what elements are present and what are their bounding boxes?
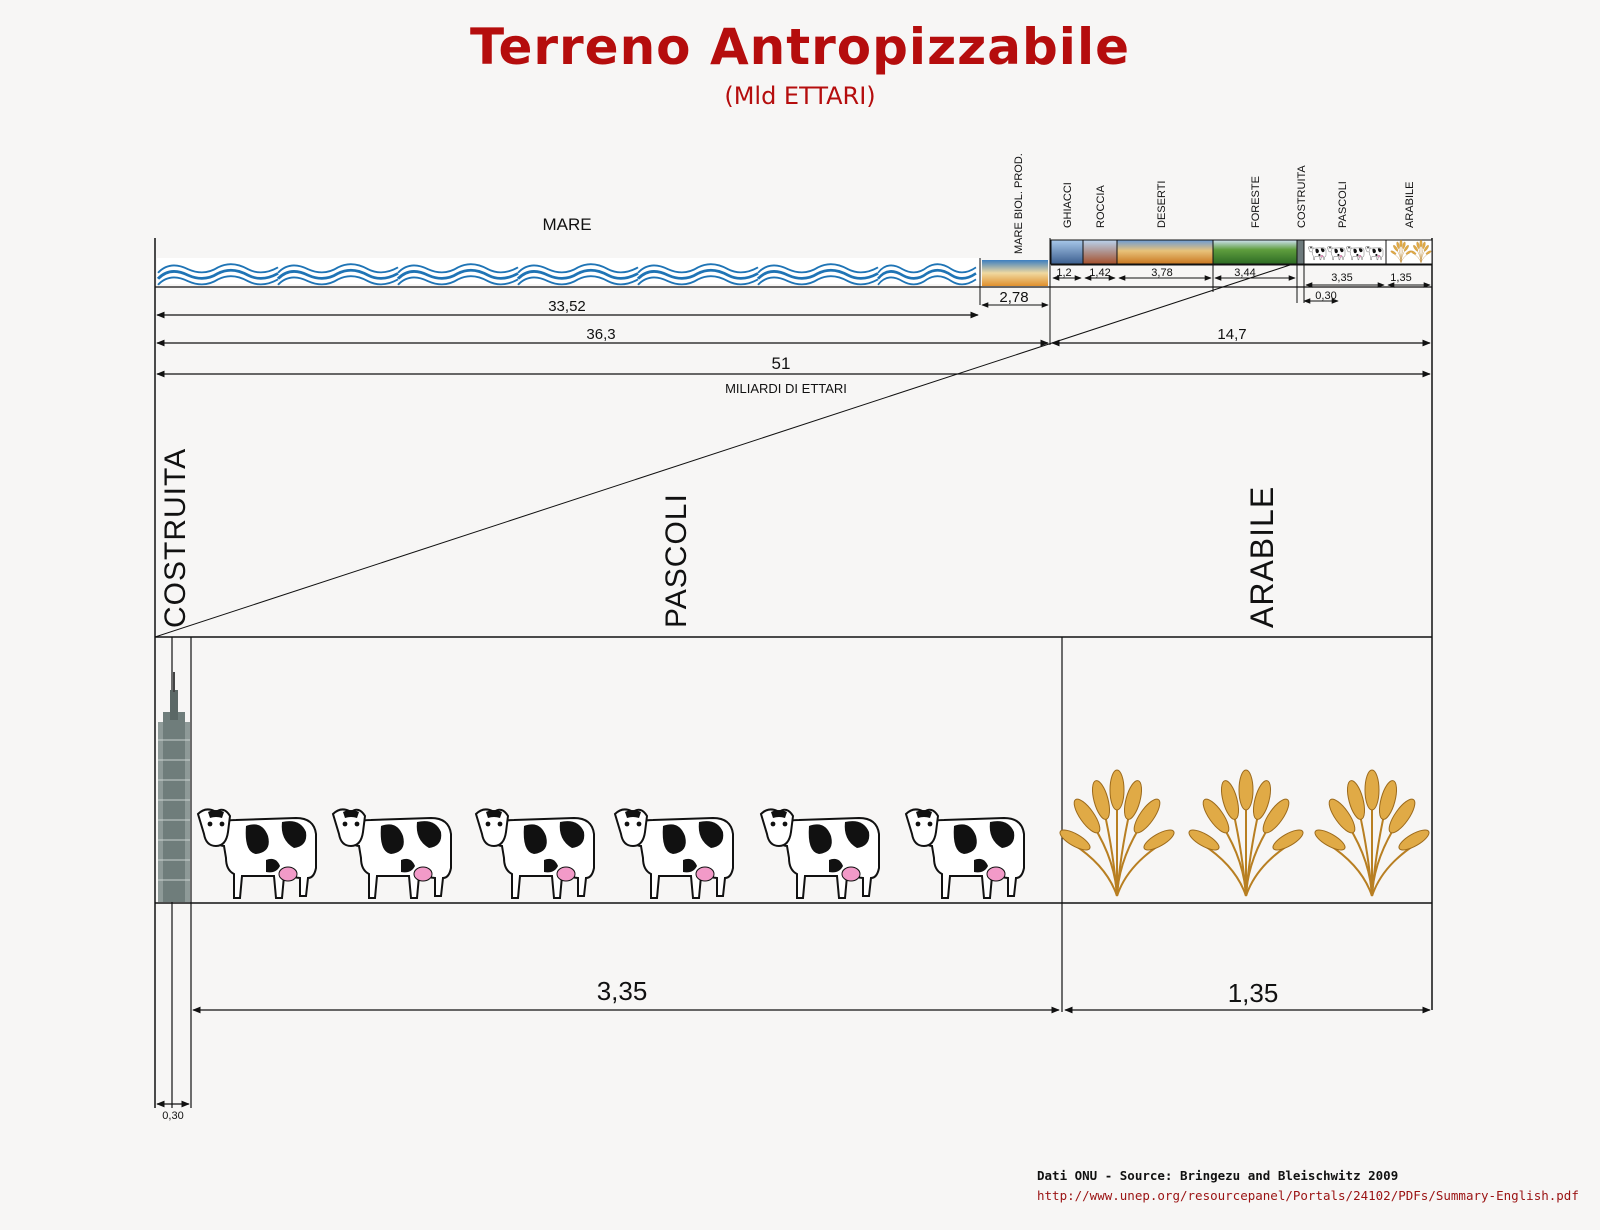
label-deserti: DESERTI xyxy=(1156,181,1168,228)
page-title: Terreno Antropizzabile xyxy=(469,18,1130,76)
label-ghiacci: GHIACCI xyxy=(1062,182,1074,228)
source-credit: Dati ONU - Source: Bringezu and Bleischw… xyxy=(1037,1168,1399,1183)
ghiacci-image xyxy=(1050,239,1084,265)
cow-icon xyxy=(197,808,1025,899)
zoom-value-pascoli: 3,35 xyxy=(597,976,648,1006)
label-mare-biol: MARE BIOL. PROD. xyxy=(1013,153,1025,254)
label-roccia: ROCCIA xyxy=(1095,185,1107,228)
zoom-projection-line xyxy=(154,263,1294,638)
sea-band xyxy=(156,258,980,286)
value-costruita: 0,30 xyxy=(1315,290,1336,302)
value-earth-total: 51 xyxy=(772,354,791,373)
value-sea-total: 36,3 xyxy=(586,326,615,343)
zoom-value-costruita: 0,30 xyxy=(162,1110,183,1122)
zoom-label-arabile: ARABILE xyxy=(1244,486,1280,628)
label-foreste: FORESTE xyxy=(1250,176,1262,228)
skyscraper-icon xyxy=(158,672,190,902)
value-deserti: 3,78 xyxy=(1151,267,1172,279)
value-roccia: 1,42 xyxy=(1089,267,1110,279)
source-url[interactable]: http://www.unep.org/resourcepanel/Portal… xyxy=(1037,1188,1579,1203)
label-costruita: COSTRUITA xyxy=(1296,165,1308,228)
label-mare: MARE xyxy=(542,215,591,234)
value-mare: 33,52 xyxy=(548,298,586,315)
zoom-label-pascoli: PASCOLI xyxy=(660,493,693,628)
value-mare-biol: 2,78 xyxy=(999,289,1028,306)
value-ghiacci: 1,2 xyxy=(1056,267,1071,279)
deserti-image xyxy=(1116,239,1214,265)
page-subtitle: (Mld ETTARI) xyxy=(724,82,876,110)
label-pascoli: PASCOLI xyxy=(1337,181,1349,228)
costruita-image xyxy=(1296,239,1305,265)
zoom-value-arabile: 1,35 xyxy=(1228,978,1279,1008)
unit-label: MILIARDI DI ETTARI xyxy=(725,381,847,396)
roccia-image xyxy=(1082,239,1118,265)
value-land-total: 14,7 xyxy=(1217,326,1246,343)
mare-biol-image xyxy=(982,260,1048,286)
value-pascoli: 3,35 xyxy=(1331,272,1352,284)
foreste-image xyxy=(1212,239,1298,265)
value-arabile: 1,35 xyxy=(1390,272,1411,284)
zoom-label-costruita: COSTRUITA xyxy=(159,448,192,628)
wheat-icon xyxy=(1056,769,1433,897)
value-foreste: 3,44 xyxy=(1234,267,1255,279)
label-arabile: ARABILE xyxy=(1404,182,1416,228)
